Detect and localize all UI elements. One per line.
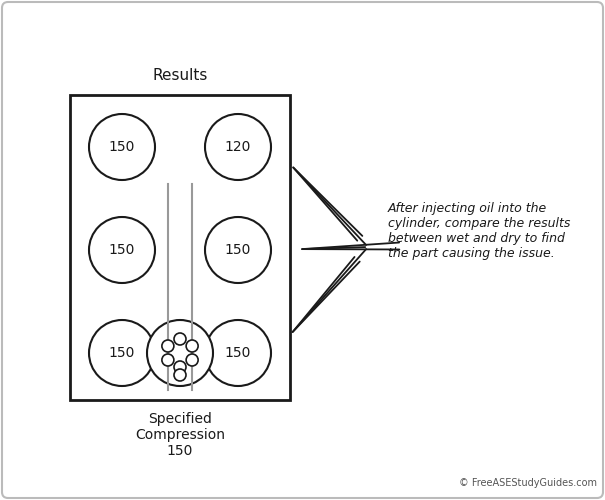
Text: After injecting oil into the
cylinder, compare the results
between wet and dry t: After injecting oil into the cylinder, c…: [388, 202, 571, 260]
Text: Specified
Compression
150: Specified Compression 150: [135, 412, 225, 459]
Text: © FreeASEStudyGuides.com: © FreeASEStudyGuides.com: [459, 478, 597, 488]
Circle shape: [89, 320, 155, 386]
Circle shape: [174, 369, 186, 381]
Circle shape: [205, 114, 271, 180]
Text: 150: 150: [225, 243, 251, 257]
Bar: [70, 95, 290, 400]
Circle shape: [205, 217, 271, 283]
Circle shape: [186, 354, 198, 366]
Circle shape: [205, 320, 271, 386]
Circle shape: [174, 333, 186, 345]
Text: 120: 120: [225, 140, 251, 154]
Text: 150: 150: [109, 140, 135, 154]
Text: 150: 150: [225, 346, 251, 360]
Circle shape: [147, 320, 213, 386]
Circle shape: [174, 361, 186, 373]
Text: 150: 150: [109, 243, 135, 257]
Text: 150: 150: [109, 346, 135, 360]
Circle shape: [162, 340, 174, 352]
Circle shape: [89, 217, 155, 283]
Circle shape: [186, 340, 198, 352]
Circle shape: [89, 114, 155, 180]
Text: Results: Results: [152, 68, 208, 83]
Circle shape: [162, 354, 174, 366]
